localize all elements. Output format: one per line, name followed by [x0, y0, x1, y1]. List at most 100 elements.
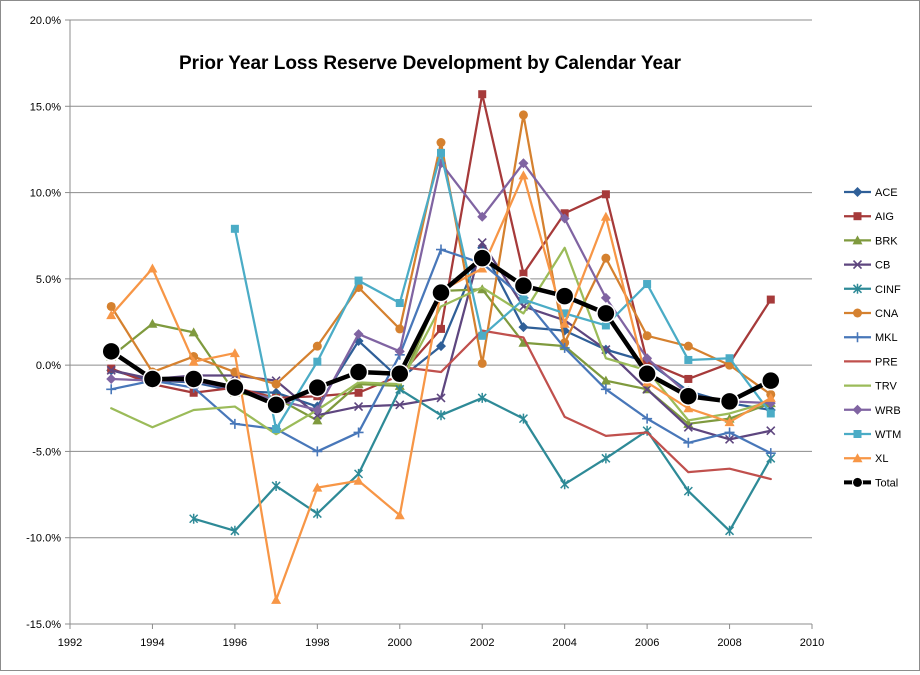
y-tick-label: 5.0% [36, 274, 61, 286]
gridlines [70, 19, 812, 625]
data-point-mkl [312, 446, 323, 457]
data-point-wtm [560, 309, 569, 318]
legend-label-trv: TRV [875, 381, 897, 393]
data-point-total [554, 286, 575, 306]
data-point-aig [560, 209, 569, 218]
data-point-xl [683, 403, 694, 413]
data-point-total [142, 369, 163, 389]
series-line-wtm [233, 151, 772, 431]
data-point-aig [478, 90, 487, 99]
data-point-cinf [395, 384, 405, 395]
data-point-mkl [600, 384, 611, 395]
legend-label-brk: BRK [875, 235, 898, 247]
data-point-total [761, 370, 781, 391]
y-tick-label: -5.0% [32, 446, 61, 458]
x-tick-label: 1998 [305, 637, 329, 649]
data-point-mkl [436, 244, 446, 255]
legend-marker-cna [853, 308, 862, 318]
data-point-total [678, 386, 699, 406]
legend-item-cna: CNA [844, 308, 899, 320]
data-point-wtm [230, 224, 239, 233]
data-point-xl [477, 263, 488, 273]
x-tick-label: 2010 [800, 637, 824, 649]
legend-marker-mkl [852, 332, 863, 343]
legend-marker-cinf [852, 283, 863, 294]
data-point-xl [353, 475, 364, 485]
data-point-cinf [477, 392, 487, 403]
data-point-cb [683, 422, 693, 432]
data-point-aig [766, 295, 775, 304]
data-point-brk [147, 318, 158, 328]
axes: -15.0% -10.0% -5.0% 0.0% 5.0% 10.0% 15.0% 20.0%… [26, 15, 824, 649]
data-point-cb [477, 238, 487, 248]
data-point-cna [601, 253, 611, 263]
x-tick-label: 1996 [223, 637, 247, 649]
data-point-total [719, 391, 740, 412]
data-point-cb [436, 393, 446, 403]
x-tick-label: 2006 [635, 637, 659, 649]
data-point-cna [683, 341, 693, 351]
legend-label-cb: CB [875, 260, 890, 272]
data-point-total [431, 282, 451, 303]
data-point-cb [395, 400, 405, 410]
data-point-wtm [354, 276, 363, 285]
data-point-xl [559, 318, 570, 328]
data-point-wrb [394, 346, 405, 357]
legend-item-wtm: WTM [844, 429, 901, 441]
data-point-aig [684, 374, 693, 383]
data-point-total [390, 364, 410, 384]
data-point-wrb [106, 373, 117, 384]
legend-marker-wrb [852, 404, 863, 415]
series-trv [110, 246, 772, 436]
legend-label-total: Total [875, 477, 898, 489]
data-point-total [225, 377, 245, 398]
legend-item-mkl: MKL [844, 332, 898, 344]
x-tick-label: 2008 [717, 637, 741, 649]
data-point-xl [188, 356, 199, 366]
data-point-xl [271, 594, 282, 604]
legend-label-pre: PRE [875, 356, 898, 368]
data-point-aig [601, 190, 610, 199]
data-point-xl [229, 348, 240, 358]
data-point-total [348, 362, 369, 382]
data-point-ace [518, 322, 529, 333]
data-point-brk [188, 327, 199, 337]
data-point-mkl [559, 342, 570, 353]
data-point-wrb [642, 353, 653, 364]
legend-marker-xl [852, 453, 863, 463]
data-point-cna [312, 341, 322, 351]
legend-item-ace: ACE [844, 187, 898, 199]
data-point-wtm [643, 280, 652, 289]
legend-label-wrb: WRB [875, 405, 901, 417]
data-point-mkl [724, 427, 735, 438]
data-point-cna [518, 110, 528, 120]
data-point-aig [189, 388, 198, 397]
legend-marker-brk [852, 235, 863, 245]
series-line-brk [110, 288, 772, 425]
data-point-cna [106, 301, 116, 311]
y-tick-label: 0.0% [36, 360, 61, 372]
data-point-cinf [601, 453, 611, 464]
x-tick-label: 2004 [552, 637, 576, 649]
data-point-wrb [353, 329, 364, 340]
data-point-mkl [106, 384, 117, 395]
data-point-mkl [765, 448, 776, 459]
data-point-wrb [518, 158, 529, 169]
data-point-wrb [477, 211, 488, 222]
data-point-total [596, 303, 616, 324]
data-point-xl [518, 170, 529, 180]
data-point-xl [724, 417, 735, 427]
legend-marker-total [852, 476, 863, 488]
y-tick-label: 20.0% [30, 15, 61, 27]
data-point-cinf [189, 513, 199, 524]
data-point-cinf [271, 480, 281, 491]
data-point-mkl [353, 427, 364, 438]
data-point-aig [354, 388, 363, 397]
data-point-cinf [725, 525, 735, 536]
data-point-mkl [229, 418, 240, 429]
data-point-wrb [600, 292, 611, 303]
data-point-cinf [683, 486, 693, 497]
data-point-wtm [313, 357, 322, 366]
